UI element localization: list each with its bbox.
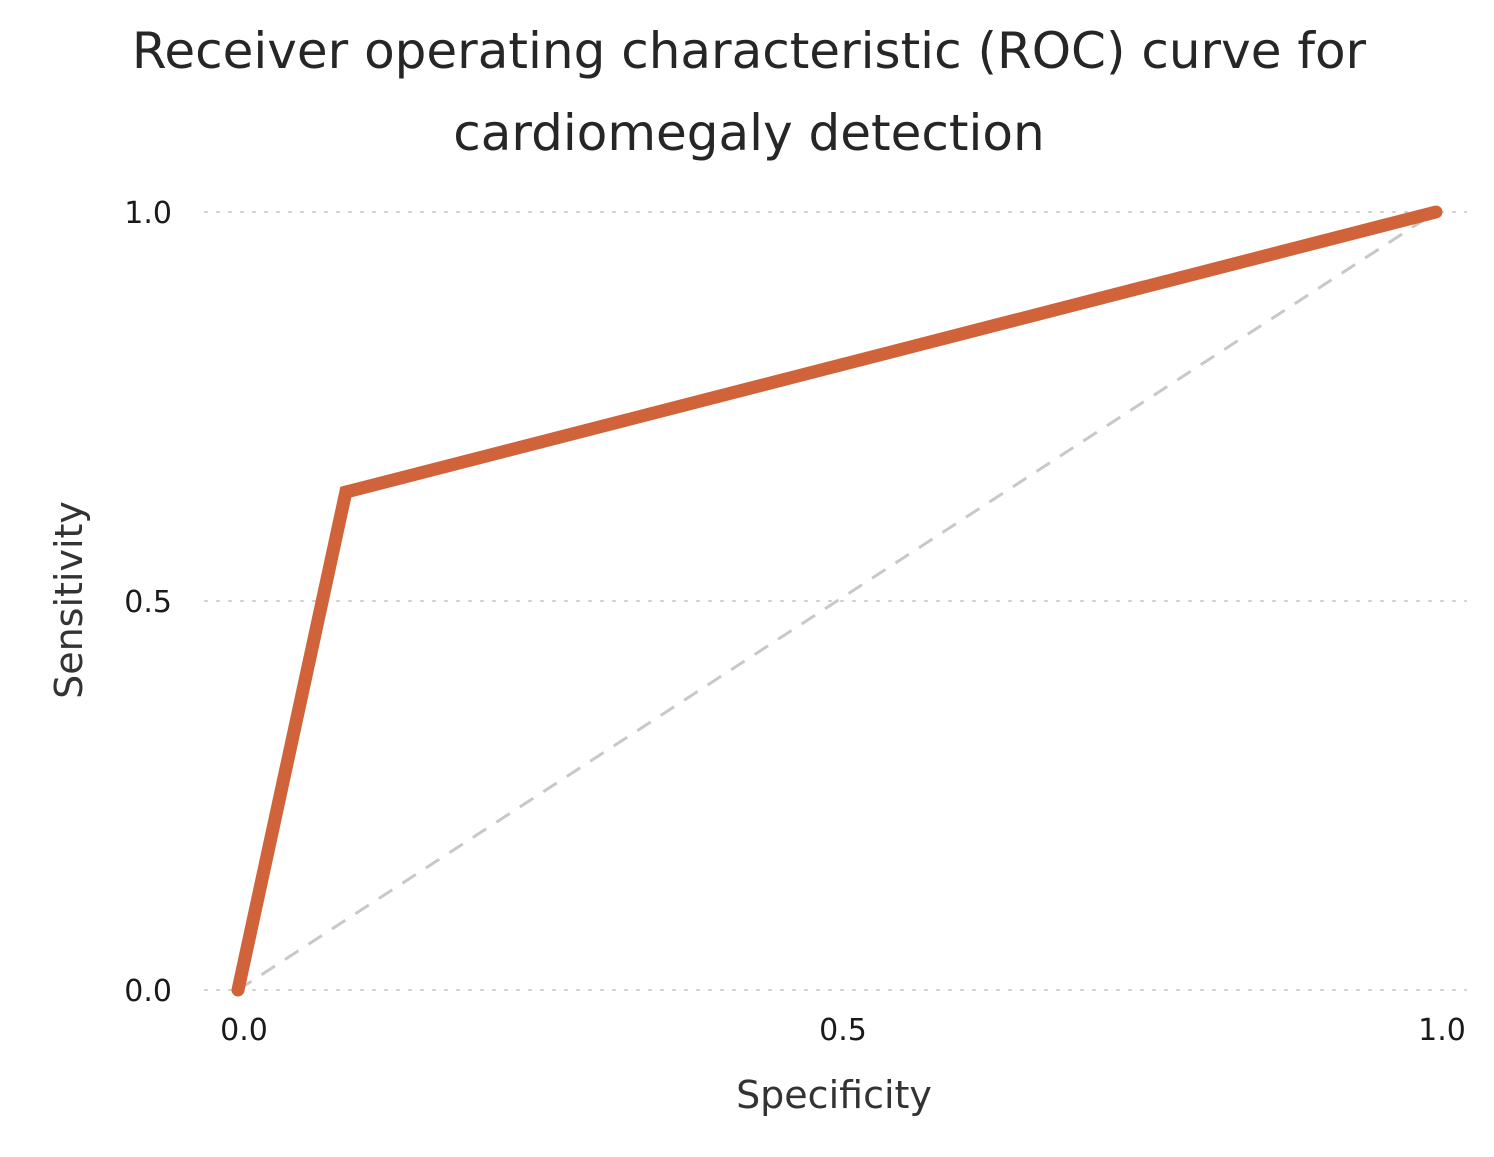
- x-tick-label-2: 1.0: [1418, 1013, 1466, 1048]
- y-tick-label-1: 0.5: [124, 585, 172, 620]
- y-tick-label-0: 0.0: [124, 974, 172, 1009]
- x-tick-label-0: 0.0: [220, 1013, 268, 1048]
- chart-title-line-2: cardiomegaly detection: [453, 104, 1044, 162]
- y-axis-label: Sensitivity: [47, 501, 91, 699]
- reference-line-group: [237, 210, 1437, 992]
- y-tick-labels: 0.0 0.5 1.0: [124, 196, 172, 1009]
- x-tick-label-1: 0.5: [819, 1013, 867, 1048]
- reference-diagonal-line: [237, 210, 1437, 992]
- x-tick-labels: 0.0 0.5 1.0: [220, 1013, 1466, 1048]
- chart-title-line-1: Receiver operating characteristic (ROC) …: [132, 22, 1367, 80]
- y-tick-label-2: 1.0: [124, 196, 172, 231]
- series-group: [231, 205, 1443, 997]
- x-axis-label: Specificity: [736, 1073, 932, 1117]
